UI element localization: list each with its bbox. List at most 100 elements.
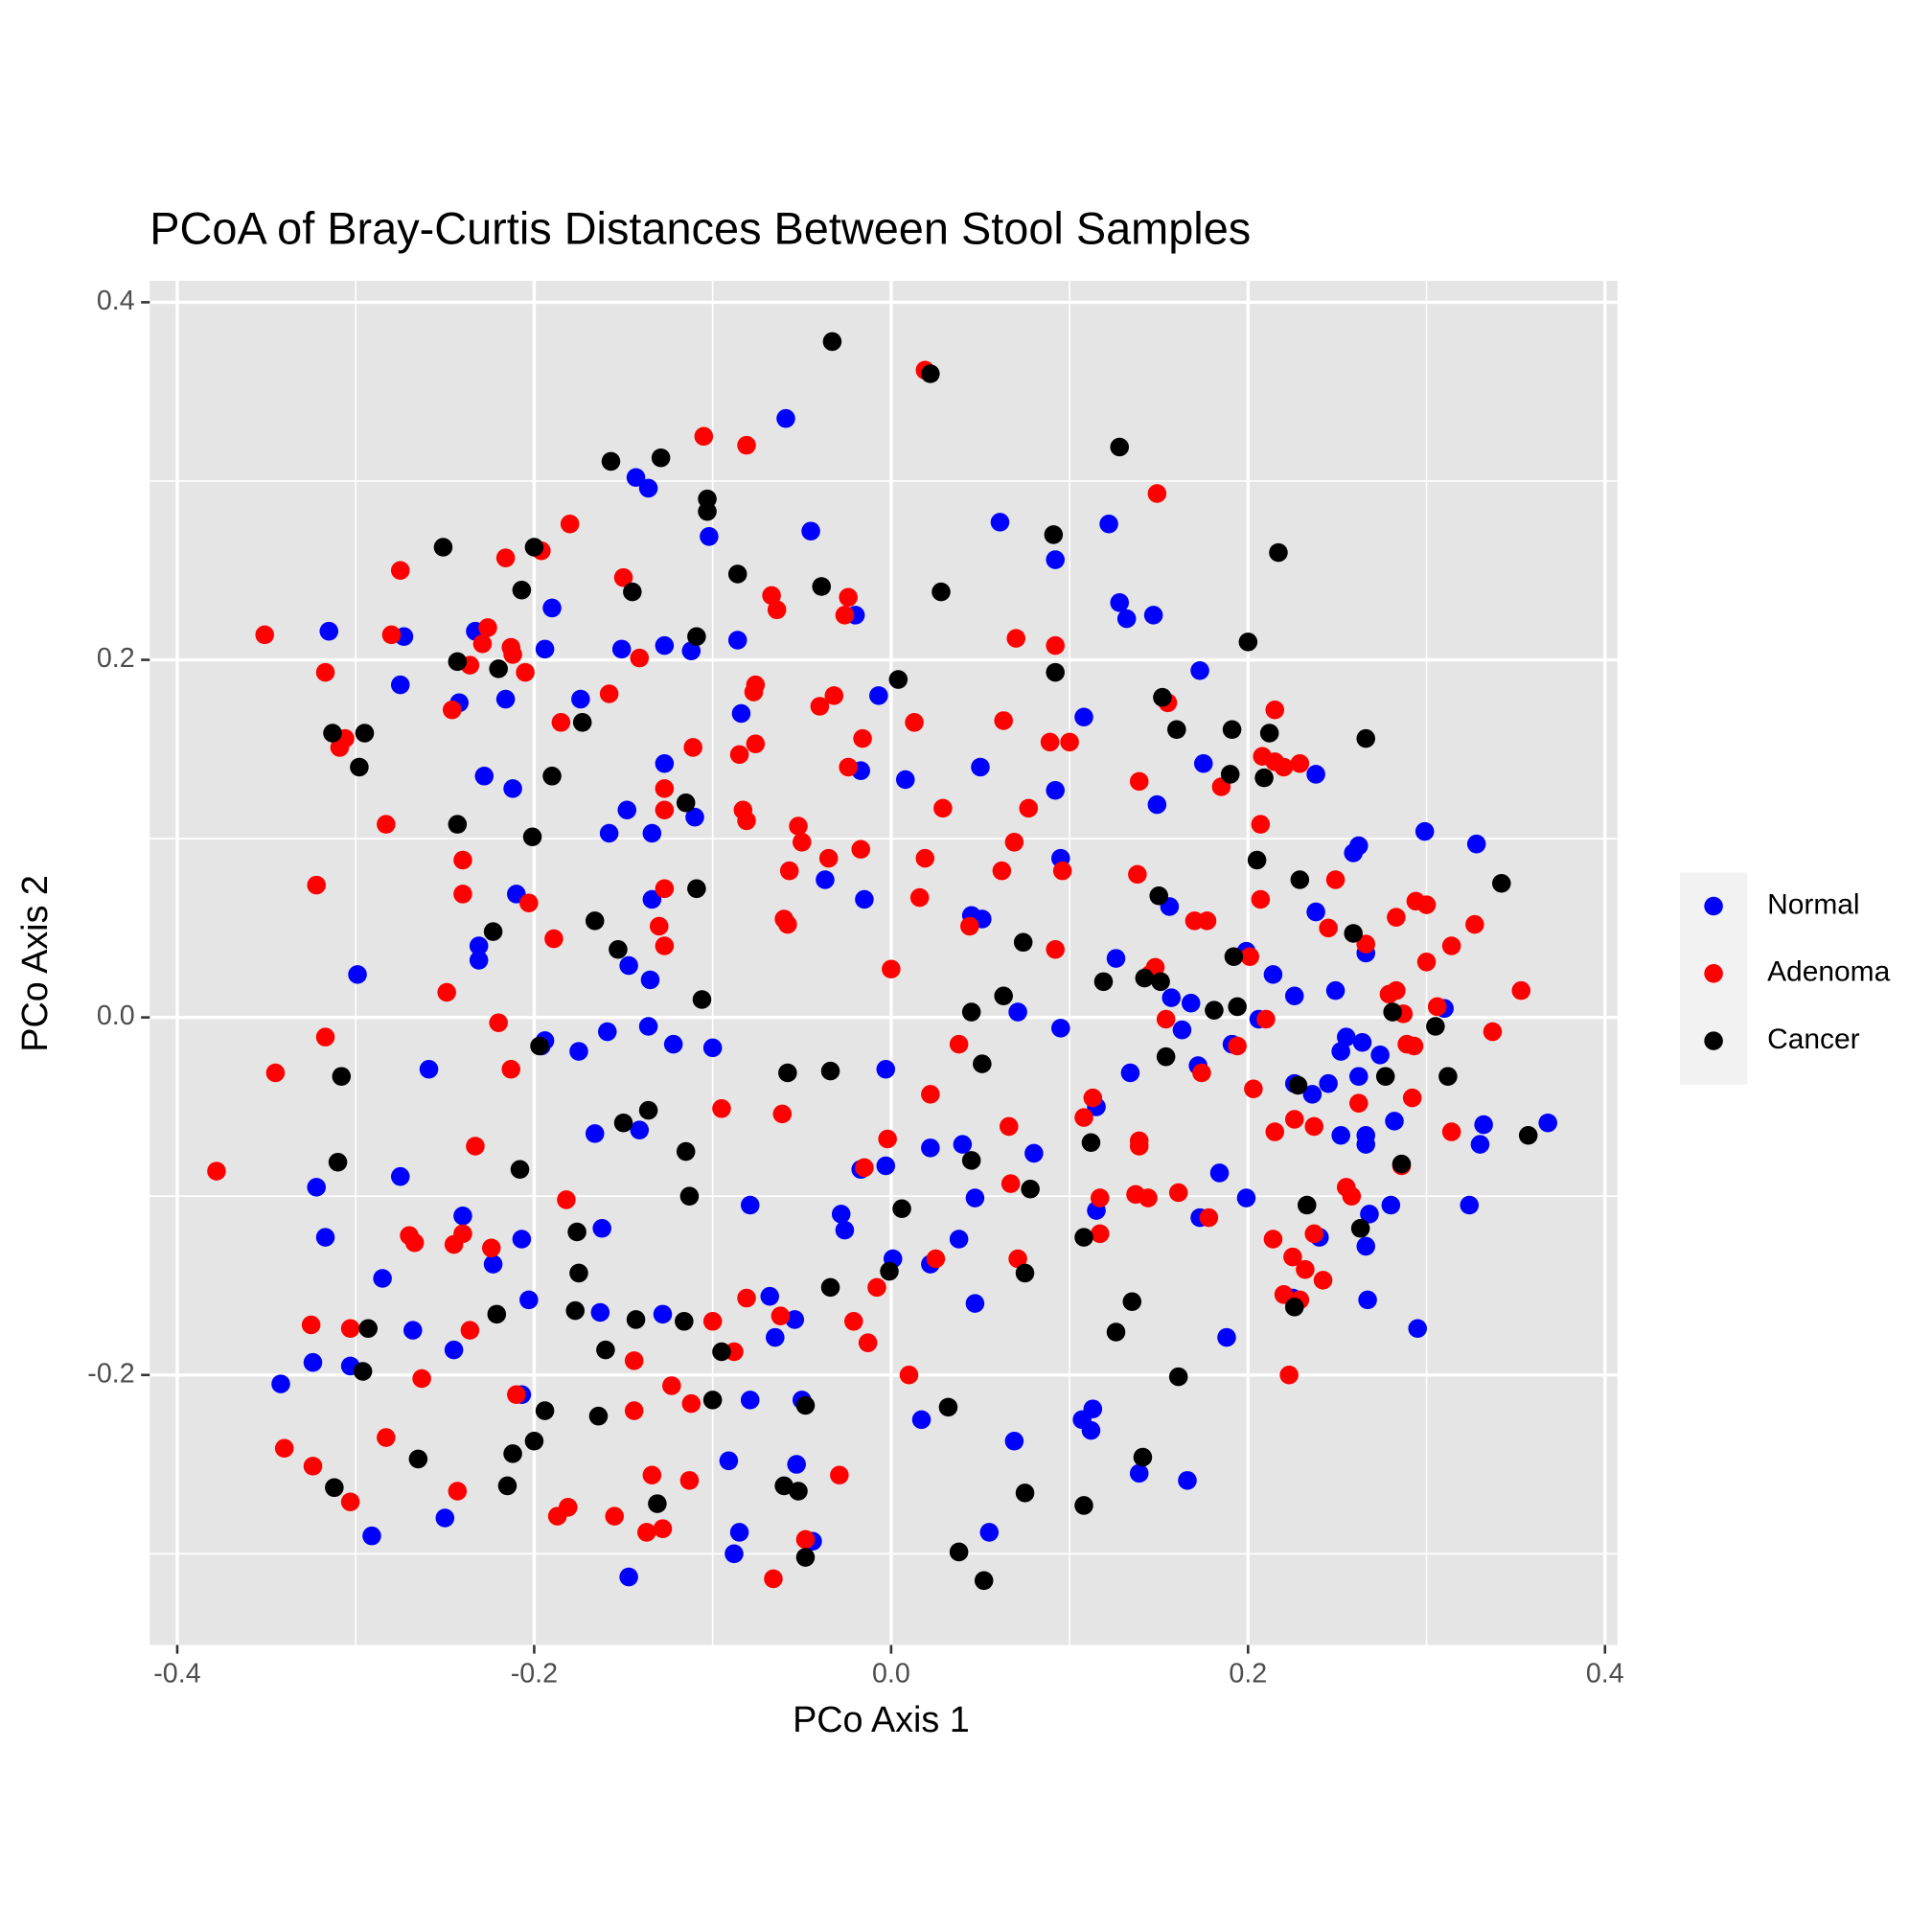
point: [444, 1340, 464, 1360]
point: [478, 618, 497, 637]
point: [1228, 1036, 1247, 1056]
point: [1074, 1108, 1093, 1127]
point: [469, 951, 489, 970]
point: [638, 478, 658, 498]
point: [207, 1162, 226, 1181]
point: [801, 521, 820, 540]
point: [1072, 1410, 1092, 1430]
point: [442, 700, 462, 720]
point: [1296, 1259, 1315, 1279]
point: [1090, 1224, 1110, 1244]
point: [1044, 525, 1064, 544]
point: [1199, 1208, 1219, 1228]
point: [1240, 947, 1259, 966]
point: [472, 633, 493, 654]
point: [839, 587, 858, 607]
point: [348, 965, 367, 984]
point: [503, 1444, 522, 1463]
point: [332, 1067, 352, 1086]
point: [679, 1186, 700, 1206]
point: [1110, 593, 1130, 612]
point: [1129, 771, 1149, 792]
point: [1106, 949, 1126, 968]
point: [1217, 1327, 1236, 1347]
point: [303, 1457, 323, 1476]
point: [1074, 1228, 1093, 1247]
legend-label: Adenoma: [1767, 956, 1891, 988]
point: [626, 1310, 646, 1329]
point: [867, 1277, 886, 1298]
point: [1414, 821, 1435, 841]
point: [358, 1319, 378, 1339]
point: [624, 1351, 644, 1370]
point: [1046, 550, 1065, 569]
point: [687, 627, 706, 647]
point: [953, 1135, 973, 1154]
point: [1279, 1365, 1299, 1385]
point: [542, 767, 562, 786]
point: [1004, 1432, 1024, 1451]
point: [892, 1199, 911, 1219]
point: [315, 1228, 335, 1247]
point: [495, 548, 516, 567]
point: [340, 1492, 360, 1511]
point: [843, 1312, 863, 1331]
point: [938, 1397, 958, 1417]
point: [1081, 1133, 1101, 1153]
point: [789, 1482, 808, 1501]
point: [623, 582, 642, 602]
point: [315, 1027, 335, 1046]
point: [408, 1449, 428, 1469]
point: [1288, 1075, 1308, 1095]
point: [1251, 815, 1271, 834]
point: [437, 982, 456, 1002]
point: [597, 1022, 617, 1042]
point: [1408, 1319, 1428, 1339]
point: [1228, 997, 1247, 1017]
point: [474, 767, 494, 786]
point: [1325, 980, 1346, 1000]
point: [921, 1085, 940, 1104]
point: [483, 1254, 503, 1274]
point: [973, 1054, 992, 1073]
point: [626, 468, 646, 488]
point: [1143, 606, 1163, 625]
point: [355, 724, 375, 743]
point: [655, 635, 675, 656]
point: [419, 1059, 439, 1079]
point: [1074, 1496, 1093, 1515]
point: [1385, 1112, 1404, 1131]
point: [489, 659, 508, 678]
point: [1015, 1484, 1035, 1503]
point: [776, 408, 795, 428]
point: [1122, 1292, 1142, 1312]
point: [642, 823, 662, 843]
point: [535, 1401, 555, 1420]
point: [497, 1476, 518, 1496]
point: [1013, 932, 1033, 953]
point: [855, 1158, 874, 1178]
point: [789, 816, 808, 836]
point: [501, 1059, 520, 1079]
point: [617, 800, 637, 820]
point: [448, 652, 468, 672]
point: [323, 724, 342, 743]
point: [1352, 1032, 1372, 1052]
point: [1319, 918, 1338, 938]
point: [1024, 1143, 1044, 1163]
point: [1129, 1463, 1149, 1484]
point: [1387, 908, 1406, 927]
point: [1193, 753, 1213, 773]
point: [1306, 902, 1325, 922]
point: [1099, 514, 1118, 534]
point: [1004, 833, 1024, 852]
point: [1331, 1126, 1350, 1145]
point: [519, 1290, 539, 1310]
point: [599, 684, 619, 703]
point: [1156, 1009, 1176, 1029]
point: [572, 713, 592, 732]
point: [596, 1340, 615, 1360]
point: [839, 757, 858, 777]
point: [599, 823, 619, 843]
point: [569, 1263, 588, 1283]
